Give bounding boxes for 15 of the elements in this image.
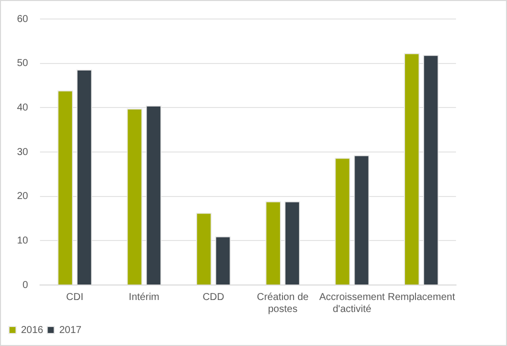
y-tick-label: 0 <box>22 280 29 291</box>
y-tick-label: 40 <box>17 102 29 114</box>
y-tick-label: 50 <box>17 58 29 70</box>
legend-label: 2017 <box>59 324 82 336</box>
y-tick-label: 10 <box>17 235 29 246</box>
legend-label: 2016 <box>21 324 44 336</box>
x-tick-label: Remplacement <box>388 292 456 303</box>
y-tick-label: 20 <box>17 191 29 202</box>
x-tick-label: CDI <box>66 292 84 303</box>
y-tick-label: 30 <box>17 146 29 158</box>
x-tick-label: Création de postes <box>256 292 310 315</box>
x-tick-label: CDD <box>202 292 224 303</box>
x-tick-label: Intérim <box>128 292 160 303</box>
y-tick-label: 60 <box>17 14 29 25</box>
x-tick-label: Accroissement d'activité <box>319 292 386 315</box>
